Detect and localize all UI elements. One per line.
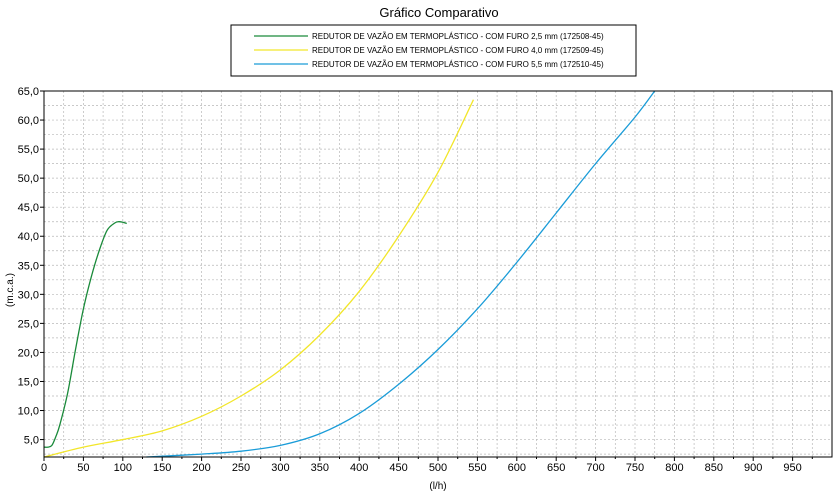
- x-tick-label: 100: [114, 462, 132, 474]
- series-line-1: [43, 221, 127, 448]
- y-tick-label: 60,0: [18, 115, 39, 127]
- y-tick-label: 30,0: [18, 289, 39, 301]
- y-tick-label: 15,0: [18, 376, 39, 388]
- y-axis-label: (m.c.a.): [5, 273, 16, 307]
- plot-area: [43, 90, 833, 458]
- y-tick-label: 65,0: [18, 86, 39, 98]
- y-tick-label: 10,0: [18, 406, 39, 418]
- y-tick-label: 45,0: [18, 202, 39, 214]
- series-group: [43, 90, 656, 458]
- series-line-2: [43, 99, 475, 458]
- y-tick-label: 25,0: [18, 318, 39, 330]
- x-tick-label: 550: [468, 462, 486, 474]
- y-tick-label: 35,0: [18, 260, 39, 272]
- y-axis: 5,0 10,0 15,0 20,0 25,0 30,0 35,0 40,0 45,0 50,0 5…: [18, 86, 44, 447]
- x-tick-label: 800: [665, 462, 683, 474]
- legend-label-1: REDUTOR DE VAZÃO EM TERMOPLÁSTICO - COM …: [312, 32, 604, 41]
- x-tick-label: 750: [626, 462, 644, 474]
- y-tick-label: 55,0: [18, 144, 39, 156]
- series-line-3: [146, 90, 656, 458]
- legend: REDUTOR DE VAZÃO EM TERMOPLÁSTICO - COM …: [230, 24, 637, 77]
- x-tick-label: 0: [41, 462, 47, 474]
- legend-label-3: REDUTOR DE VAZÃO EM TERMOPLÁSTICO - COM …: [312, 60, 604, 69]
- x-tick-label: 50: [77, 462, 89, 474]
- x-tick-label: 500: [429, 462, 447, 474]
- x-tick-label: 650: [547, 462, 565, 474]
- x-tick-label: 600: [508, 462, 526, 474]
- x-axis: 0 50 100 150 200 250 300 350 400 450 500 550 600 650 7…: [41, 457, 813, 474]
- x-tick-label: 700: [586, 462, 604, 474]
- x-tick-label: 950: [783, 462, 801, 474]
- x-tick-label: 900: [744, 462, 762, 474]
- y-tick-label: 20,0: [18, 347, 39, 359]
- y-tick-label: 50,0: [18, 173, 39, 185]
- x-tick-label: 200: [192, 462, 210, 474]
- legend-label-2: REDUTOR DE VAZÃO EM TERMOPLÁSTICO - COM …: [312, 46, 604, 55]
- x-tick-label: 850: [705, 462, 723, 474]
- x-tick-label: 300: [271, 462, 289, 474]
- x-tick-label: 350: [311, 462, 329, 474]
- plot-background: [44, 91, 832, 457]
- y-tick-label: 5,0: [24, 435, 39, 447]
- y-tick-label: 40,0: [18, 231, 39, 243]
- chart-title: Gráfico Comparativo: [379, 5, 498, 20]
- x-tick-label: 450: [389, 462, 407, 474]
- x-tick-label: 250: [232, 462, 250, 474]
- x-tick-label: 400: [350, 462, 368, 474]
- x-tick-label: 150: [153, 462, 171, 474]
- x-axis-label: (l/h): [429, 481, 446, 492]
